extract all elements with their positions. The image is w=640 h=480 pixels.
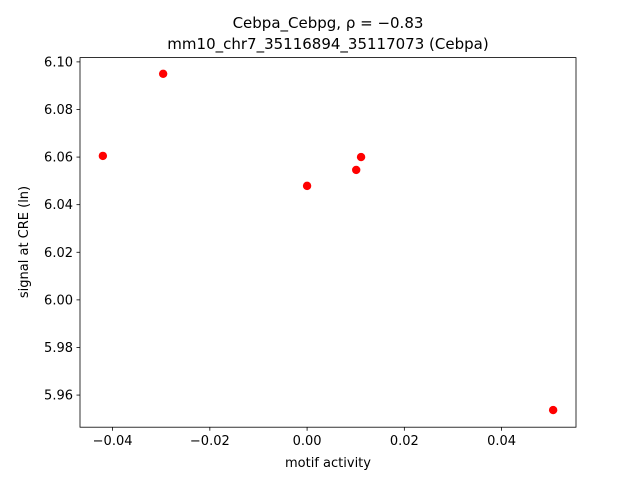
chart-title: Cebpa_Cebpg, ρ = −0.83 bbox=[233, 14, 424, 33]
point bbox=[356, 152, 366, 162]
x-tick-label: 0.02 bbox=[390, 434, 419, 449]
point bbox=[548, 405, 558, 415]
x-tick-label: −0.02 bbox=[190, 434, 230, 449]
y-tick-label: 6.04 bbox=[44, 198, 73, 213]
y-tick-label: 6.02 bbox=[44, 246, 73, 261]
x-axis-label: motif activity bbox=[285, 456, 371, 471]
point bbox=[352, 165, 361, 175]
y-tick-label: 6.10 bbox=[44, 55, 73, 70]
point bbox=[158, 69, 168, 78]
y-tick-label: 6.06 bbox=[44, 151, 73, 166]
y-tick-label: 5.98 bbox=[44, 341, 73, 356]
y-tick-label: 6.08 bbox=[44, 103, 73, 118]
y-tick-label: 6.00 bbox=[44, 293, 73, 308]
x-tick-label: 0.00 bbox=[293, 434, 322, 449]
y-tick-label: 5.96 bbox=[44, 389, 73, 404]
x-tick-label: −0.04 bbox=[93, 434, 133, 449]
chart-subtitle: mm10_chr7_35116894_35117073 (Cebpa) bbox=[167, 35, 488, 54]
x-tick-label: 0.04 bbox=[487, 434, 516, 449]
point bbox=[302, 181, 312, 191]
point bbox=[98, 151, 108, 161]
y-axis-label: signal at CRE (ln) bbox=[17, 186, 32, 298]
plot-frame bbox=[79, 57, 577, 428]
